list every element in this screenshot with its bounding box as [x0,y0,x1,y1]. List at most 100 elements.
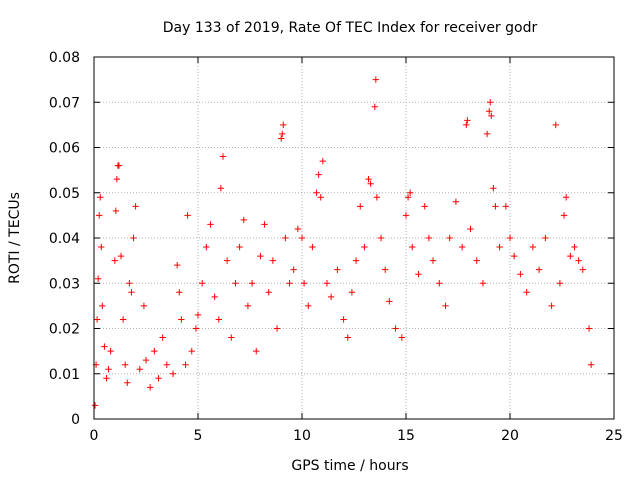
data-point [151,347,158,355]
data-point [483,130,491,138]
data-point [257,252,264,260]
data-point [198,280,206,287]
data-point [253,347,260,355]
data-point [280,121,287,129]
data-point [319,157,326,165]
data-point [552,121,559,129]
y-tick-label: 0.03 [49,276,80,292]
data-point [367,180,374,187]
data-point [542,234,549,242]
data-point [377,234,385,242]
y-tick-label: 0.01 [49,367,80,383]
data-point [406,189,414,196]
data-point [101,343,108,350]
data-point [146,384,154,391]
data-point [373,194,381,201]
data-point [244,302,252,310]
data-point [122,361,129,368]
data-point [219,153,227,160]
data-point [452,198,460,205]
data-point [323,280,331,287]
data-point [548,302,555,310]
data-points [91,76,595,409]
y-tick-label: 0 [71,412,80,428]
x-tick-label: 0 [90,428,99,444]
data-point [169,370,177,377]
data-point [398,334,406,341]
data-point [327,293,335,301]
data-point [215,316,222,323]
x-tick-labels: 0 5 10 15 20 25 [90,428,623,444]
data-point [365,175,372,183]
data-point [182,361,189,368]
y-tick-label: 0.04 [49,231,80,247]
data-point [382,266,389,273]
data-point [361,243,368,251]
data-point [286,280,293,287]
x-tick-label: 10 [293,428,311,444]
data-point [228,334,235,341]
y-tick-label: 0.06 [49,141,80,157]
data-point [560,212,568,219]
data-point [265,289,272,296]
data-point [130,234,137,242]
data-point [163,361,170,368]
data-point [91,402,99,409]
x-tick-label: 20 [501,428,519,444]
data-point [429,257,437,264]
data-point [155,375,162,382]
x-tick-label: 5 [194,428,203,444]
data-point [194,311,202,319]
data-point [98,243,105,251]
data-point [556,280,564,287]
data-point [315,171,322,178]
y-tick-label: 0.07 [49,95,80,111]
data-point [464,117,471,124]
data-point [115,162,123,169]
data-point [184,212,191,219]
data-point [223,257,231,264]
data-point [442,302,449,310]
data-point [502,203,510,210]
data-point [142,356,150,364]
data-point [305,302,312,310]
data-point [112,207,120,215]
data-point [348,289,356,296]
data-point [132,203,139,210]
data-point [488,112,495,120]
data-point [510,252,518,260]
data-point [93,316,101,323]
data-point [372,76,380,83]
data-point [94,275,102,282]
data-point [273,325,281,332]
data-point [278,135,285,142]
data-point [105,366,112,373]
data-point [585,325,593,332]
data-point [404,194,412,201]
data-point [119,316,127,323]
data-point [473,257,480,264]
data-point [290,266,297,273]
data-point [479,280,487,287]
y-tick-label: 0.08 [49,50,80,66]
data-point [261,221,268,228]
y-tick-label: 0.05 [49,186,80,202]
grid-lines [94,57,614,419]
data-point [117,252,125,260]
data-point [317,194,324,201]
data-point [176,289,183,296]
data-point [517,271,524,278]
data-point [446,234,453,242]
data-point [436,280,443,287]
data-point [425,234,433,242]
data-point [562,194,570,201]
data-point [523,289,530,296]
chart-title: Day 133 of 2019, Rate Of TEC Index for r… [163,20,538,36]
data-point [386,298,393,305]
data-point [490,185,497,192]
data-point [300,280,308,287]
x-tick-label: 15 [397,428,415,444]
data-point [392,325,399,332]
x-axis-title: GPS time / hours [291,458,408,474]
